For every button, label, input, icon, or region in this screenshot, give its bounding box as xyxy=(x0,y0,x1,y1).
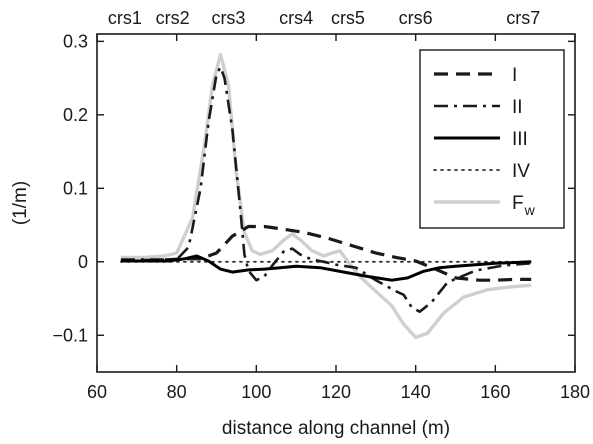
y-tick-label: 0.1 xyxy=(63,178,88,198)
x-tick-label: 140 xyxy=(401,382,431,402)
legend-label: III xyxy=(512,129,528,150)
axis-ticks: 60 80 100 120 140 160 180 −0.1 0 0.1 0.2 0.3 xyxy=(52,31,590,402)
legend-label: IV xyxy=(512,161,530,182)
y-tick-label: −0.1 xyxy=(52,325,88,345)
cross-section-labels: crs1 crs2 crs3 crs4 crs5 crs6 crs7 xyxy=(108,8,540,28)
x-tick-label: 120 xyxy=(321,382,351,402)
cross-section-label-crs7: crs7 xyxy=(506,8,540,28)
legend-label-text: IV xyxy=(512,161,530,182)
legend-label: I xyxy=(512,65,517,86)
series-layer xyxy=(120,52,532,340)
series-line-fw xyxy=(120,52,532,340)
cross-section-label-crs6: crs6 xyxy=(399,8,433,28)
x-axis-label: distance along channel (m) xyxy=(222,418,450,439)
cross-section-label-crs1: crs1 xyxy=(108,8,142,28)
legend-label: II xyxy=(512,97,523,118)
legend-label-text: F xyxy=(512,193,524,214)
legend-label-text: I xyxy=(512,65,517,86)
x-tick-label: 80 xyxy=(167,382,187,402)
legend-label: Fw xyxy=(512,193,536,218)
cross-section-label-crs2: crs2 xyxy=(156,8,190,28)
y-tick-label: 0.3 xyxy=(63,31,88,51)
legend-label-subscript: w xyxy=(524,202,536,218)
series-line-iii xyxy=(120,254,532,282)
cross-section-label-crs5: crs5 xyxy=(331,8,365,28)
y-tick-label: 0 xyxy=(78,252,88,272)
legend-label-text: II xyxy=(512,97,523,118)
cross-section-label-crs4: crs4 xyxy=(279,8,313,28)
x-tick-label: 180 xyxy=(560,382,590,402)
x-tick-label: 60 xyxy=(87,382,107,402)
x-tick-label: 100 xyxy=(241,382,271,402)
y-tick-label: 0.2 xyxy=(63,105,88,125)
x-tick-label: 160 xyxy=(480,382,510,402)
series-line-ii xyxy=(120,65,532,313)
y-axis-label: (1/m) xyxy=(10,181,31,225)
cross-section-label-crs3: crs3 xyxy=(211,8,245,28)
legend-label-text: III xyxy=(512,129,528,150)
